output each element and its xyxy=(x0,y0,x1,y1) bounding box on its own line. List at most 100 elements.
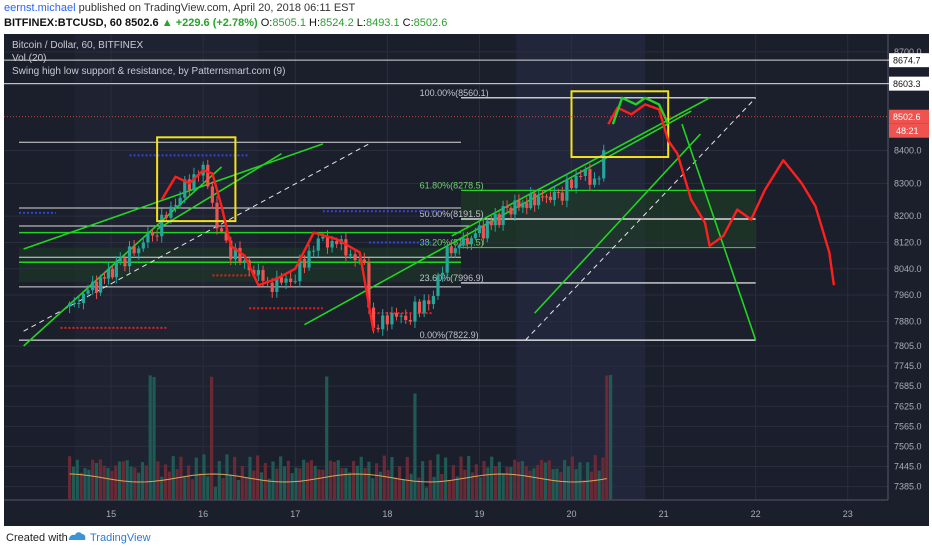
author-link[interactable]: eernst.michael xyxy=(4,2,76,14)
volume-bar xyxy=(589,471,594,500)
created-with-text: Created with xyxy=(6,532,68,544)
volume-bar xyxy=(444,457,448,500)
price-label: 8502.6 xyxy=(893,112,921,122)
ohlc-values: O:8505.1 H:8524.2 L:8493.1 C:8502.6 xyxy=(260,17,448,29)
volume-bar xyxy=(102,465,106,500)
candle-body xyxy=(390,313,394,325)
y-tick-label: 7565.0 xyxy=(894,421,922,431)
volume-bar xyxy=(125,460,129,500)
volume-bar xyxy=(539,459,544,500)
volume-bar xyxy=(233,456,237,500)
candle-body xyxy=(68,303,72,307)
volume-legend: Vol (20) xyxy=(12,53,47,64)
candle-body xyxy=(376,327,380,330)
volume-bar xyxy=(213,486,218,500)
candle-body xyxy=(102,277,107,279)
volume-bar xyxy=(493,466,498,500)
volume-bar xyxy=(114,465,118,500)
fib-level-label: 100.00%(8560.1) xyxy=(420,88,489,98)
volume-bar xyxy=(371,478,375,500)
chart-area[interactable]: 8700.08600.08400.08300.08200.08120.08040… xyxy=(4,34,929,526)
candle-body xyxy=(525,202,529,209)
y-tick-label: 8400.0 xyxy=(894,145,922,155)
tradingview-logo-icon[interactable] xyxy=(68,530,86,549)
published-text: published on TradingView.com, April 20, … xyxy=(78,2,356,14)
volume-bar xyxy=(244,477,248,500)
volume-bar xyxy=(298,468,302,500)
volume-bar xyxy=(206,476,210,500)
candle-body xyxy=(394,313,399,317)
volume-bar xyxy=(240,465,244,500)
x-tick-label: 20 xyxy=(566,509,576,519)
candle-body xyxy=(552,192,556,201)
candle-body xyxy=(417,301,422,313)
volume-bar xyxy=(259,472,264,500)
drawn-path-red xyxy=(160,169,375,332)
candle-body xyxy=(275,277,279,292)
candle-body xyxy=(261,270,265,281)
y-tick-label: 8040.0 xyxy=(894,264,922,274)
candle-body xyxy=(114,261,118,278)
candle-body xyxy=(509,207,513,215)
candle-body xyxy=(521,202,525,208)
candle-body xyxy=(544,196,549,198)
volume-bar xyxy=(482,460,486,500)
volume-bar xyxy=(390,457,394,500)
candle-body xyxy=(597,178,601,180)
volume-bar xyxy=(202,454,206,500)
candle-body xyxy=(127,246,132,267)
candle-body xyxy=(560,192,564,201)
volume-bar xyxy=(413,393,417,500)
volume-bar xyxy=(186,465,191,500)
candle-body xyxy=(270,282,274,292)
candle-body xyxy=(569,179,574,189)
volume-bar xyxy=(152,376,156,500)
candle-body xyxy=(183,179,187,198)
volume-bar xyxy=(428,460,432,500)
price-chart[interactable]: 8700.08600.08400.08300.08200.08120.08040… xyxy=(4,34,929,526)
volume-bar xyxy=(302,459,306,500)
volume-bar xyxy=(597,470,601,500)
volume-bar xyxy=(359,456,363,500)
dashed-trend-line xyxy=(23,143,370,332)
trend-line xyxy=(23,143,324,250)
volume-bar xyxy=(94,462,99,500)
drawn-path-red xyxy=(607,103,836,286)
trend-line xyxy=(156,153,282,231)
candle-body xyxy=(497,214,501,226)
volume-bar xyxy=(225,454,229,500)
volume-bar xyxy=(309,460,313,500)
volume-bar xyxy=(593,455,597,500)
trend-line xyxy=(681,123,757,341)
candle-body xyxy=(465,238,469,244)
fib-level-label: 23.60%(7996.9) xyxy=(420,273,484,283)
volume-bar xyxy=(236,479,241,500)
fib-level-label: 50.00%(8191.5) xyxy=(420,209,484,219)
candle-body xyxy=(513,200,517,215)
candle-body xyxy=(556,192,560,194)
volume-bar xyxy=(424,487,429,500)
candle-body xyxy=(533,193,537,206)
candle-body xyxy=(137,248,141,254)
candle-body xyxy=(385,315,389,325)
candle-body xyxy=(178,197,182,206)
candle-body xyxy=(298,259,302,282)
volume-bar xyxy=(405,456,409,500)
tradingview-link[interactable]: TradingView xyxy=(90,532,151,544)
candle-body xyxy=(548,196,553,201)
volume-bar xyxy=(87,469,91,500)
candle-body xyxy=(501,206,505,226)
x-tick-label: 21 xyxy=(659,509,669,519)
volume-bar xyxy=(286,460,290,500)
candle-body xyxy=(457,245,461,249)
volume-bar xyxy=(528,470,532,500)
volume-bar xyxy=(290,473,294,500)
volume-bar xyxy=(459,456,463,500)
volume-bar xyxy=(470,472,475,500)
volume-bar xyxy=(75,459,79,500)
y-tick-label: 7880.0 xyxy=(894,316,922,326)
volume-bar xyxy=(559,472,563,500)
candle-body xyxy=(335,240,339,245)
candle-body xyxy=(91,281,95,291)
volume-bar xyxy=(421,461,425,500)
